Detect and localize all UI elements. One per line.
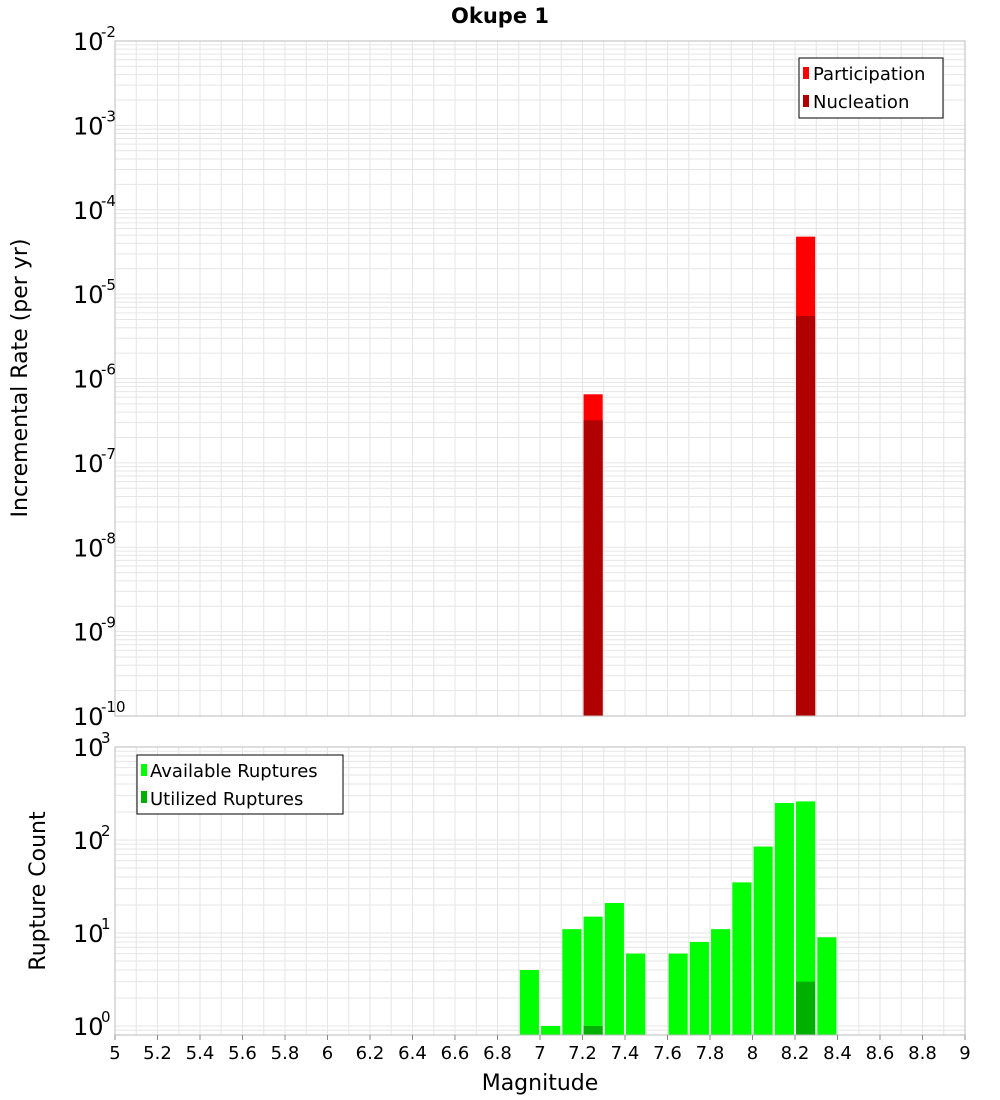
available-legend-swatch (141, 764, 147, 776)
y-tick-label: 10 (73, 703, 104, 731)
utilized-legend-swatch (141, 791, 147, 803)
top-bars (583, 236, 816, 716)
bar-available-ruptures (689, 942, 709, 1035)
bar-nucleation (796, 316, 816, 716)
y-tick-label: 10 (73, 366, 104, 394)
y-tick-exponent: -3 (101, 107, 116, 125)
nucleation-legend-swatch (803, 95, 809, 107)
y-tick-label: 10 (73, 619, 104, 647)
bottom-legend-box (136, 754, 344, 815)
y-tick-label: 10 (73, 1013, 104, 1041)
y-tick-exponent: -5 (101, 276, 116, 294)
y-tick-exponent: -8 (101, 529, 116, 547)
x-tick-label: 8 (747, 1043, 758, 1064)
y-tick-exponent: -7 (101, 445, 116, 463)
y-tick-label: 10 (73, 827, 104, 855)
y-tick-exponent: -9 (101, 614, 116, 632)
y-tick-label: 10 (73, 112, 104, 140)
bar-available-ruptures (668, 953, 688, 1035)
x-tick-label: 5 (109, 1043, 120, 1064)
bar-available-ruptures (753, 846, 773, 1035)
bar-available-ruptures (774, 802, 794, 1035)
x-tick-label: 6.4 (398, 1043, 427, 1064)
bottom-bars (519, 801, 837, 1035)
y-tick-exponent: 2 (101, 822, 111, 840)
x-tick-label: 5.4 (186, 1043, 215, 1064)
bottom-y-axis-label: Rupture Count (26, 811, 51, 971)
y-tick-exponent: -4 (101, 192, 116, 210)
top-grid (114, 40, 966, 717)
x-tick-label: 7.6 (653, 1043, 682, 1064)
bar-available-ruptures (626, 953, 646, 1035)
bar-available-ruptures (519, 969, 539, 1035)
y-tick-label: 10 (73, 920, 104, 948)
y-tick-exponent: 1 (101, 915, 111, 933)
top-y-axis-label: Incremental Rate (per yr) (8, 239, 33, 518)
x-tick-label: 6.2 (356, 1043, 385, 1064)
y-tick-label: 10 (73, 734, 104, 762)
chart-title: Okupe 1 (451, 4, 549, 28)
bar-available-ruptures (711, 929, 731, 1035)
top-legend: Participation Nucleation (798, 57, 944, 119)
x-tick-label: 7.2 (568, 1043, 597, 1064)
bar-available-ruptures (817, 937, 837, 1035)
x-axis-label: Magnitude (482, 1071, 599, 1096)
y-tick-label: 10 (73, 534, 104, 562)
bar-available-ruptures (796, 801, 816, 1035)
x-tick-label: 6.8 (483, 1043, 512, 1064)
x-ticks: 5 5.2 5.4 5.6 5.8 6 6.2 6.4 6.6 6.8 7 7.2 7.4 7.6 7.8 8… (109, 1035, 971, 1064)
x-tick-label: 6.6 (441, 1043, 470, 1064)
x-tick-label: 8.4 (823, 1043, 852, 1064)
y-tick-exponent: 3 (101, 729, 111, 747)
bottom-legend: Available Ruptures Utilized Ruptures (136, 754, 344, 815)
x-tick-label: 5.2 (143, 1043, 172, 1064)
x-tick-label: 8.2 (781, 1043, 810, 1064)
y-tick-label: 10 (73, 28, 104, 56)
y-tick-exponent: -10 (101, 698, 126, 716)
x-tick-label: 5.8 (271, 1043, 300, 1064)
x-tick-label: 7 (534, 1043, 545, 1064)
bar-available-ruptures (732, 882, 752, 1035)
nucleation-legend-label: Nucleation (813, 92, 909, 113)
x-tick-label: 7.4 (611, 1043, 640, 1064)
utilized-legend-label: Utilized Ruptures (150, 789, 303, 810)
x-tick-label: 8.6 (866, 1043, 895, 1064)
top-plot-frame (114, 40, 966, 717)
bar-utilized-ruptures (796, 981, 816, 1035)
x-tick-label: 8.8 (908, 1043, 937, 1064)
bar-available-ruptures (604, 903, 624, 1035)
top-legend-box (798, 57, 944, 119)
y-tick-exponent: -6 (101, 361, 116, 379)
participation-legend-label: Participation (813, 64, 925, 85)
x-tick-label: 9 (959, 1043, 970, 1064)
bar-utilized-ruptures (583, 1025, 603, 1035)
x-tick-label: 7.8 (696, 1043, 725, 1064)
y-tick-exponent: -2 (101, 23, 116, 41)
x-tick-label: 5.6 (228, 1043, 257, 1064)
bar-nucleation (583, 420, 603, 716)
y-tick-label: 10 (73, 450, 104, 478)
bar-available-ruptures (541, 1025, 561, 1035)
y-tick-label: 10 (73, 197, 104, 225)
bar-available-ruptures (562, 929, 582, 1035)
y-tick-label: 10 (73, 281, 104, 309)
x-tick-label: 6 (322, 1043, 333, 1064)
y-tick-exponent: 0 (101, 1008, 111, 1026)
participation-legend-swatch (803, 67, 809, 79)
bar-available-ruptures (583, 916, 603, 1035)
available-legend-label: Available Ruptures (150, 761, 318, 782)
